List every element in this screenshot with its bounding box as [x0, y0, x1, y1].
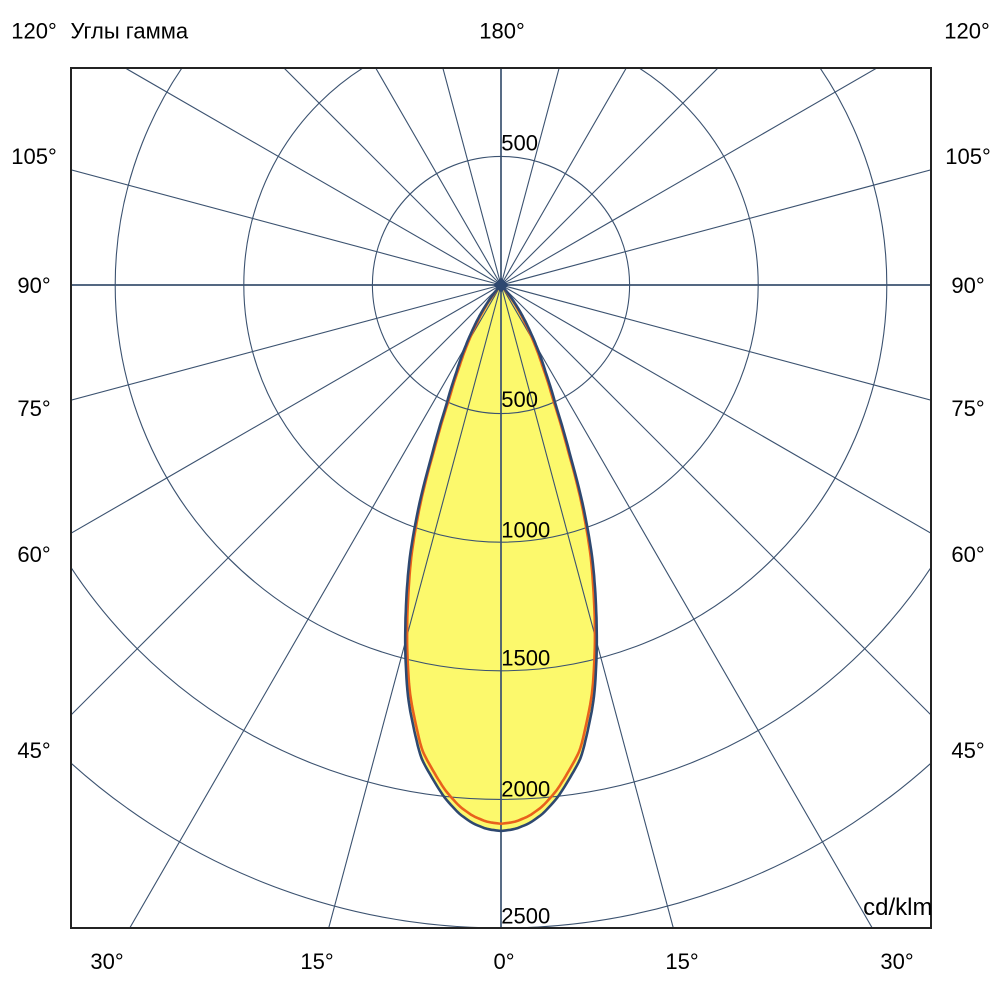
svg-text:2500: 2500: [501, 904, 550, 929]
svg-text:45°: 45°: [17, 738, 50, 763]
svg-text:0°: 0°: [493, 949, 514, 974]
svg-text:1000: 1000: [501, 518, 550, 543]
svg-text:cd/klm: cd/klm: [863, 894, 932, 921]
svg-text:1500: 1500: [501, 646, 550, 671]
svg-text:45°: 45°: [951, 738, 984, 763]
svg-text:15°: 15°: [300, 949, 333, 974]
svg-text:60°: 60°: [17, 542, 50, 567]
svg-text:500: 500: [501, 387, 538, 412]
svg-text:60°: 60°: [951, 542, 984, 567]
svg-text:105°: 105°: [11, 144, 57, 169]
svg-text:30°: 30°: [880, 949, 913, 974]
svg-text:500: 500: [501, 131, 538, 156]
svg-text:15°: 15°: [665, 949, 698, 974]
svg-text:2000: 2000: [501, 777, 550, 802]
svg-text:180°: 180°: [479, 19, 525, 44]
svg-text:Углы гамма: Углы гамма: [71, 19, 189, 44]
svg-text:120°: 120°: [944, 19, 990, 44]
svg-text:30°: 30°: [90, 949, 123, 974]
svg-text:75°: 75°: [951, 396, 984, 421]
svg-text:105°: 105°: [945, 144, 991, 169]
svg-text:90°: 90°: [17, 273, 50, 298]
svg-text:75°: 75°: [17, 396, 50, 421]
svg-text:90°: 90°: [951, 273, 984, 298]
svg-text:120°: 120°: [11, 19, 57, 44]
